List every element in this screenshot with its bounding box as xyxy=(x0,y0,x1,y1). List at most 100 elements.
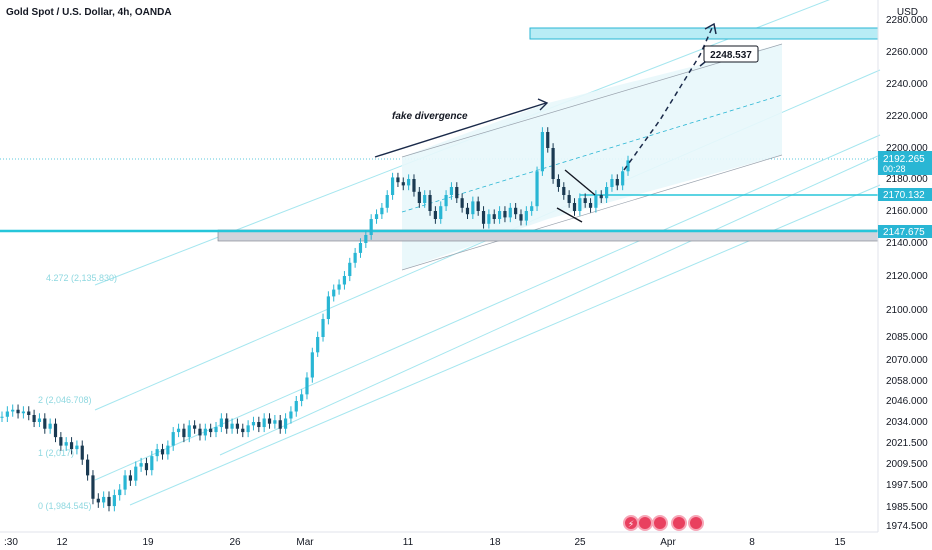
candle-body xyxy=(102,496,106,503)
candle-body xyxy=(401,182,405,186)
projection-zone xyxy=(402,44,782,270)
candle-body xyxy=(337,284,341,290)
candle-body xyxy=(59,437,63,446)
zone-mid-line xyxy=(401,94,783,213)
candle-body xyxy=(588,203,593,208)
candle-body xyxy=(37,418,42,422)
candle-body xyxy=(444,195,448,207)
candle-body xyxy=(230,423,234,429)
candle-body xyxy=(556,179,561,187)
price-tick-label: 2070.000 xyxy=(886,355,928,366)
time-tick-label: 26 xyxy=(229,537,241,548)
time-tick-label: Apr xyxy=(660,537,676,548)
candle-body xyxy=(433,211,437,219)
candle-body xyxy=(32,415,36,422)
candle-body xyxy=(289,411,293,419)
candle-body xyxy=(171,432,175,446)
time-tick-label: 11 xyxy=(403,537,414,548)
level-label-2147: 2147.675 xyxy=(883,227,925,238)
candle-body xyxy=(390,177,395,195)
lightning-glyph: ⚡ xyxy=(628,520,634,530)
candle-body xyxy=(96,498,100,503)
price-tick-label: 1997.500 xyxy=(886,480,928,491)
candle-body xyxy=(481,211,486,224)
candle-body xyxy=(300,394,304,401)
candle-body xyxy=(412,179,416,192)
time-tick-label: 25 xyxy=(574,537,586,548)
price-tick-label: 2120.000 xyxy=(886,271,928,282)
candle-body xyxy=(64,442,68,446)
candle-body xyxy=(91,475,95,499)
candle-body xyxy=(423,195,427,203)
divergence-arrow-line xyxy=(374,102,547,158)
candle-body xyxy=(439,206,443,219)
price-tick-label: 2280.000 xyxy=(886,15,928,26)
chart-title: Gold Spot / U.S. Dollar, 4h, OANDA xyxy=(6,7,172,18)
us-flag-icon xyxy=(671,515,687,531)
candle-body xyxy=(262,418,266,428)
price-tick-label: 2200.000 xyxy=(886,143,928,154)
time-tick-label: Mar xyxy=(296,537,314,548)
candle-body xyxy=(567,195,571,203)
divergence-arrowhead xyxy=(537,98,549,111)
candle-body xyxy=(353,252,357,263)
price-tick-label: 2260.000 xyxy=(886,47,928,58)
candle-body xyxy=(487,214,491,224)
target-label-box xyxy=(703,45,759,63)
candle-body xyxy=(332,289,336,297)
candle-body xyxy=(546,132,550,148)
candle-body xyxy=(11,409,15,412)
level-badge-2170 xyxy=(878,188,932,201)
price-tick-label: 2100.000 xyxy=(886,305,928,316)
candle-body xyxy=(305,377,309,395)
time-tick-label: 19 xyxy=(142,537,154,548)
zone-top-line xyxy=(401,43,783,158)
candle-body xyxy=(118,489,122,496)
candle-body xyxy=(610,179,614,187)
wedge-line xyxy=(556,207,583,223)
candle-body xyxy=(503,211,507,218)
candle-body xyxy=(626,160,630,172)
candle-body xyxy=(75,445,79,450)
candle-body xyxy=(514,207,518,215)
candle-body xyxy=(476,201,480,211)
candle-body xyxy=(193,425,197,429)
candle-body xyxy=(112,495,116,507)
price-axis: 2280.000 2260.000 2240.000 2220.000 2200.000… xyxy=(886,15,928,532)
candle-body xyxy=(155,449,159,457)
candle-body xyxy=(369,219,373,235)
candle-body xyxy=(219,418,223,428)
candle-body xyxy=(214,427,218,433)
candle-body xyxy=(551,148,555,179)
level-label-2170: 2170.132 xyxy=(883,190,925,201)
candle-body xyxy=(428,195,432,211)
currency-label: USD xyxy=(896,7,918,18)
candle-body xyxy=(310,352,314,378)
candle-body xyxy=(80,445,84,460)
candle-body xyxy=(257,422,261,428)
candle-body xyxy=(326,296,330,319)
candle-body xyxy=(251,422,256,426)
candle-body xyxy=(246,425,250,433)
price-tick-label: 1974.500 xyxy=(886,521,928,532)
current-price-label: 2192.265 xyxy=(883,154,925,165)
candle-body xyxy=(139,463,143,467)
current-price-badge xyxy=(878,151,932,175)
candle-body xyxy=(599,195,603,199)
price-tick-label: 2034.000 xyxy=(886,417,928,428)
candle-body xyxy=(267,418,272,424)
candle-body xyxy=(380,207,384,215)
fib-label: 2 (2,046.708) xyxy=(38,395,92,405)
candle-body xyxy=(578,198,582,211)
level-badge-2147 xyxy=(878,225,932,238)
us-flag-icon xyxy=(637,515,653,531)
candle-body xyxy=(203,428,207,436)
zone-bottom-line xyxy=(401,154,783,271)
price-tick-label: 2009.500 xyxy=(886,459,928,470)
candle-body xyxy=(407,179,411,186)
candle-body xyxy=(241,428,245,433)
candle-body xyxy=(0,416,4,418)
candle-body xyxy=(583,198,587,203)
candle-body xyxy=(417,191,421,203)
